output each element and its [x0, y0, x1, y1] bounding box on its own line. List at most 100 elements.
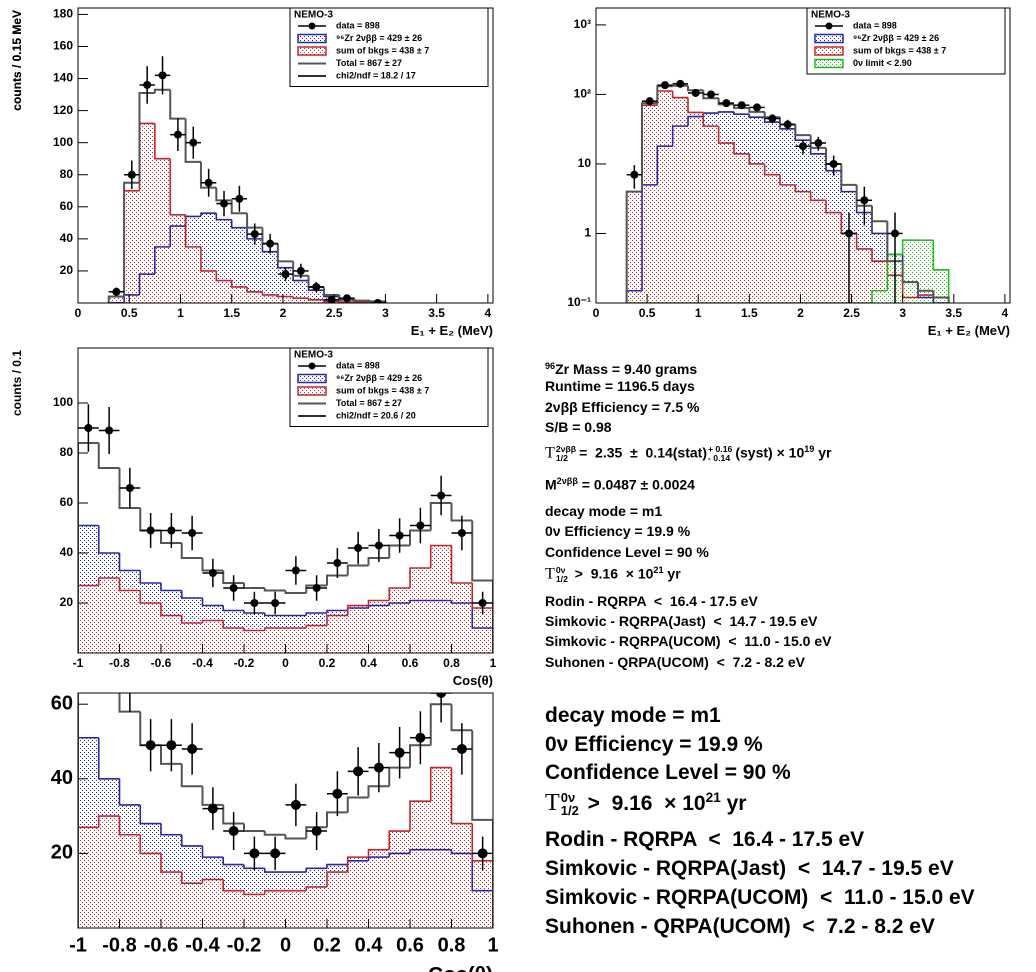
bin-edge — [180, 615, 203, 624]
bin-edge — [687, 97, 704, 114]
bin-fill — [306, 625, 327, 653]
x-tick-label: 0.2 — [313, 934, 341, 956]
indices: 2νββ 1/2 — [555, 443, 577, 463]
bin-fill — [657, 91, 673, 303]
legend-swatch — [814, 33, 844, 44]
y-tick-label: 100 — [53, 395, 73, 409]
data-point — [112, 287, 121, 296]
data-point — [187, 743, 198, 754]
bin-fill — [472, 608, 493, 653]
legend-label: Total = 867 ± 27 — [336, 398, 402, 408]
data-point — [173, 130, 182, 139]
data-point — [456, 743, 467, 754]
bin-fill — [244, 894, 265, 928]
x-tick-label: 2.5 — [843, 306, 860, 320]
y-tick-label: 120 — [53, 103, 73, 117]
bin-fill — [810, 200, 826, 303]
data-point — [235, 194, 244, 203]
x-axis-label: E₁ + E₂ (MeV) — [411, 323, 493, 338]
x-tick-label: 2 — [280, 306, 287, 320]
bin-edge — [276, 243, 294, 263]
legend-label: data = 898 — [853, 20, 897, 30]
bin-edge — [154, 246, 171, 275]
y-axis-label: counts / 0.1 — [10, 350, 24, 416]
y-tick-label: 160 — [53, 39, 73, 53]
data-point — [167, 526, 176, 535]
bin-fill — [703, 126, 719, 303]
bin-edge — [305, 584, 327, 593]
data-point — [166, 740, 177, 751]
bin-edge — [222, 857, 244, 866]
bin-fill — [202, 879, 224, 928]
data-point — [208, 569, 217, 577]
bin-fill — [410, 568, 431, 653]
exponent: 19 — [804, 444, 815, 454]
bin-edge — [78, 442, 99, 653]
bin-edge — [429, 544, 452, 568]
bin-fill — [98, 816, 120, 928]
halflife-0nu: T 0ν 1/2 > 9.16 × 1021 yr — [545, 561, 681, 584]
bin-fill — [119, 590, 141, 653]
bin-fill — [872, 290, 888, 303]
bin-edge — [733, 143, 750, 155]
legend-swatch — [297, 386, 327, 396]
data-point — [270, 848, 281, 859]
legend-label: ⁹⁶Zr 2νββ = 429 ± 26 — [336, 373, 422, 383]
legend-label: Total = 867 ± 27 — [336, 58, 402, 68]
mass-limit: Simkovic - RQRPA(Jast) < 14.7 - 19.5 eV — [545, 613, 818, 629]
bin-edge — [429, 502, 452, 531]
data-point — [737, 101, 746, 110]
bin-edge — [118, 778, 141, 806]
x-tick-label: 3.5 — [428, 306, 445, 320]
bin-edge — [201, 845, 224, 858]
x-tick-label: -0.8 — [102, 934, 136, 956]
bin-edge — [450, 503, 473, 522]
x-tick-label: -0.4 — [185, 934, 220, 956]
bin-edge — [871, 289, 888, 303]
bin-fill — [918, 240, 934, 303]
data-point — [860, 196, 869, 205]
data-point — [188, 529, 197, 537]
bin-edge — [263, 889, 286, 895]
data-point — [768, 114, 777, 123]
sup: 0ν — [555, 564, 566, 575]
data-point — [158, 71, 167, 80]
bin-fill — [626, 191, 642, 303]
legend-swatch — [814, 46, 844, 56]
value: = 2.35 ± 0.14(stat) — [579, 444, 707, 461]
bin-edge — [215, 213, 232, 221]
runtime: Runtime = 1196.5 days — [545, 378, 695, 394]
bin-edge — [409, 848, 431, 854]
bin-edge — [409, 744, 431, 768]
bin-edge — [322, 286, 340, 296]
bin-fill — [247, 238, 263, 303]
bin-edge — [222, 570, 244, 584]
bin-edge — [160, 603, 182, 617]
legend-swatch — [825, 22, 833, 30]
bin-fill — [244, 630, 265, 653]
data-point — [291, 566, 300, 575]
x-tick-label: 1 — [490, 656, 497, 670]
efficiency-2nu: 2νββ Efficiency = 7.5 % — [545, 399, 700, 415]
bin-edge — [471, 603, 493, 653]
data-point — [691, 88, 700, 97]
bin-edge — [97, 525, 120, 554]
bin-edge — [97, 443, 120, 469]
bin-fill — [202, 620, 224, 653]
isotope: 96 — [545, 361, 556, 371]
bin-edge — [409, 529, 431, 546]
data-point — [296, 266, 305, 275]
bin-fill — [389, 831, 410, 928]
bin-fill — [170, 214, 186, 303]
legend-swatch — [297, 46, 327, 56]
bin-edge — [702, 112, 719, 127]
legend-swatch — [308, 362, 316, 370]
y-tick-label: 60 — [51, 692, 73, 714]
bin-edge — [97, 815, 120, 828]
bin-fill — [933, 269, 949, 303]
x-tick-label: 1 — [487, 934, 498, 956]
bin-edge — [353, 298, 371, 302]
frame — [595, 7, 1011, 304]
sup: 2νββ — [555, 443, 577, 454]
